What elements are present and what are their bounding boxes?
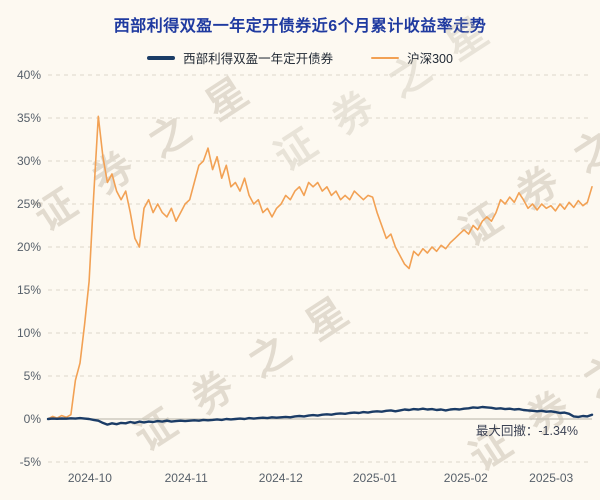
legend-item-index: 沪深300 (371, 48, 453, 67)
svg-text:2024-11: 2024-11 (165, 471, 208, 485)
svg-text:0%: 0% (24, 412, 42, 426)
svg-text:2024-12: 2024-12 (259, 471, 303, 485)
svg-text:2024-10: 2024-10 (68, 471, 112, 485)
svg-text:10%: 10% (17, 326, 41, 340)
svg-text:5%: 5% (24, 369, 42, 383)
svg-text:2025-02: 2025-02 (444, 471, 488, 485)
svg-text:2025-03: 2025-03 (529, 471, 573, 485)
fund-line-swatch-icon (147, 55, 176, 60)
svg-text:30%: 30% (17, 154, 41, 168)
legend-index-label: 沪深300 (407, 52, 453, 66)
svg-text:2025-01: 2025-01 (353, 471, 397, 485)
svg-text:35%: 35% (17, 111, 41, 125)
svg-text:40%: 40% (17, 68, 41, 82)
max-drawdown-label: 最大回撤： (475, 424, 539, 438)
legend: 西部利得双盈一年定开债券 沪深300 (0, 48, 600, 67)
index-line-swatch-icon (371, 56, 400, 59)
svg-text:25%: 25% (17, 197, 41, 211)
legend-fund-label: 西部利得双盈一年定开债券 (183, 52, 334, 66)
legend-item-fund: 西部利得双盈一年定开债券 (147, 48, 333, 67)
page-title: 西部利得双盈一年定开债券近6个月累计收益率走势 (113, 18, 487, 35)
svg-text:-5%: -5% (20, 455, 42, 469)
max-drawdown-annotation: 最大回撤：-1.34% (476, 420, 578, 439)
svg-text:15%: 15% (17, 283, 41, 297)
max-drawdown-value: -1.34% (538, 424, 578, 438)
svg-text:20%: 20% (17, 240, 41, 254)
